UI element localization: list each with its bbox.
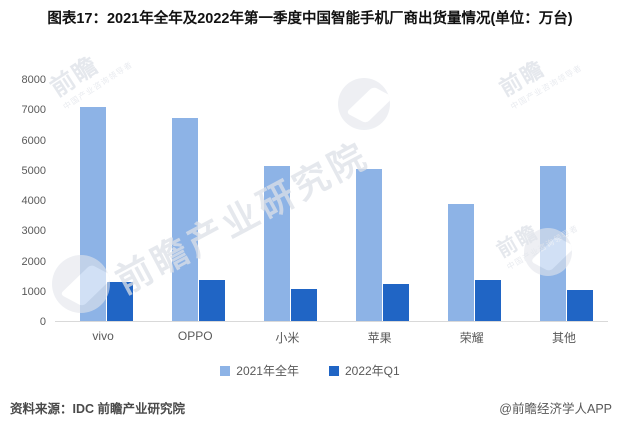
source-note: 资料来源：IDC 前瞻产业研究院: [10, 402, 186, 416]
legend-label: 2021年全年: [236, 364, 299, 378]
legend-item-2021年全年: 2021年全年: [220, 362, 299, 379]
bar-2021年全年-vivo: [79, 107, 106, 321]
legend: 2021年全年 2022年Q1: [0, 362, 620, 379]
bar-group-vivo: [60, 80, 152, 321]
y-tick-label: 0: [39, 316, 46, 328]
y-tick-label: 6000: [21, 134, 46, 147]
footer: 资料来源：IDC 前瞻产业研究院 @前瞻经济学人APP: [10, 398, 612, 417]
x-category-label: 荣耀: [459, 331, 484, 345]
bar-2021年全年-OPPO: [171, 117, 198, 321]
y-tick-label: 1000: [21, 285, 46, 298]
legend-label: 2022年Q1: [344, 364, 400, 378]
x-category-label: OPPO: [177, 329, 213, 343]
plot-area: [55, 80, 608, 322]
legend-swatch-icon: [328, 365, 339, 376]
x-axis-labels: vivo OPPO 小米 苹果 荣耀 其他: [55, 329, 608, 346]
x-category-label: 小米: [275, 331, 300, 345]
credit-note: @前瞻经济学人APP: [499, 402, 612, 416]
bar-group-苹果: [337, 80, 429, 321]
x-category-label: vivo: [92, 329, 114, 343]
x-category-label: 苹果: [367, 331, 392, 345]
bar-2022年Q1-荣耀: [475, 280, 502, 321]
y-tick-label: 7000: [21, 104, 46, 117]
y-tick-label: 5000: [21, 164, 46, 177]
bar-2021年全年-小米: [263, 166, 290, 321]
bar-2022年Q1-小米: [290, 288, 317, 321]
x-category-label: 其他: [551, 331, 576, 345]
bar-2022年Q1-OPPO: [198, 279, 225, 321]
y-tick-label: 8000: [21, 74, 46, 86]
bar-2021年全年-其他: [540, 165, 567, 321]
y-tick-label: 2000: [21, 255, 46, 268]
bar-2022年Q1-苹果: [383, 283, 410, 321]
legend-swatch-icon: [220, 365, 231, 376]
bar-group-OPPO: [152, 80, 244, 321]
bar-group-小米: [244, 80, 336, 321]
chart-title: 图表17：2021年全年及2022年第一季度中国智能手机厂商出货量情况(单位：万…: [47, 11, 573, 27]
legend-item-2022年Q1: 2022年Q1: [328, 362, 400, 379]
bar-group-荣耀: [429, 80, 521, 321]
bar-group-其他: [521, 80, 613, 321]
y-tick-label: 4000: [21, 195, 46, 207]
bar-2021年全年-荣耀: [448, 204, 475, 321]
y-axis: 0 1000 2000 3000 4000 5000 6000 7000 8000: [0, 74, 50, 328]
y-tick-label: 3000: [21, 225, 46, 238]
bar-2022年Q1-其他: [567, 290, 594, 321]
bar-2022年Q1-vivo: [106, 282, 133, 321]
bar-2021年全年-苹果: [356, 168, 383, 321]
